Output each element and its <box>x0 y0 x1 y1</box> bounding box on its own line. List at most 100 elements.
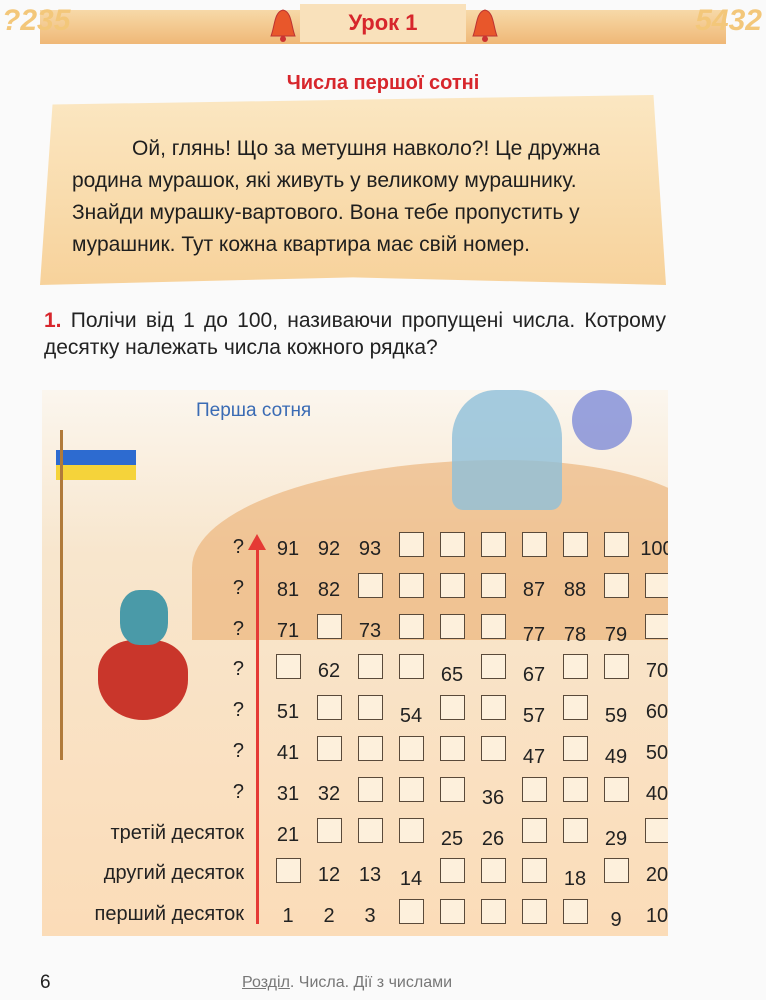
anthill <box>192 460 668 640</box>
grid-number: 92 <box>317 538 341 560</box>
empty-number-box[interactable] <box>399 817 424 843</box>
empty-number-box[interactable] <box>563 654 588 680</box>
empty-number-box[interactable] <box>358 776 383 802</box>
grid-number: 51 <box>276 701 300 724</box>
empty-number-box[interactable] <box>604 654 629 680</box>
intro-scroll: Ой, глянь! Що за метушня навколо?! Це др… <box>40 95 666 285</box>
page-number: 6 <box>40 972 51 993</box>
empty-number-box[interactable] <box>645 572 668 598</box>
empty-number-box[interactable] <box>563 776 588 802</box>
empty-number-box[interactable] <box>399 776 424 802</box>
empty-number-box[interactable] <box>522 858 547 884</box>
bell-icon <box>270 9 296 42</box>
empty-number-box[interactable] <box>645 817 668 843</box>
guard-ant <box>98 640 188 720</box>
empty-number-box[interactable] <box>481 899 506 925</box>
empty-number-box[interactable] <box>481 654 506 680</box>
empty-number-box[interactable] <box>604 572 629 598</box>
grid-number: 29 <box>604 827 628 850</box>
guard-ant-shirt <box>120 590 168 645</box>
grid-number: 14 <box>399 868 423 891</box>
empty-number-box[interactable] <box>440 532 465 557</box>
empty-number-box[interactable] <box>358 736 383 761</box>
empty-number-box[interactable] <box>604 776 629 802</box>
empty-number-box[interactable] <box>563 899 588 925</box>
empty-number-box[interactable] <box>481 613 506 639</box>
grid-number: 88 <box>563 578 587 601</box>
empty-number-box[interactable] <box>481 532 506 557</box>
empty-number-box[interactable] <box>563 736 588 761</box>
grid-number: 54 <box>399 705 423 728</box>
grid-number: 91 <box>276 538 300 560</box>
empty-number-box[interactable] <box>440 776 465 802</box>
row-label: ? <box>232 617 244 640</box>
row-label: третій десяток <box>110 821 244 844</box>
grid-number: 18 <box>563 868 587 891</box>
grid-number: 67 <box>522 664 546 687</box>
grid-number: 79 <box>604 623 628 646</box>
grid-number: 62 <box>317 660 341 683</box>
empty-number-box[interactable] <box>522 817 547 843</box>
section-title: . Числа. Дії з числами <box>289 974 453 991</box>
empty-number-box[interactable] <box>358 817 383 843</box>
empty-number-box[interactable] <box>317 817 342 843</box>
lesson-title: Урок 1 <box>300 4 466 42</box>
empty-number-box[interactable] <box>440 572 465 598</box>
empty-number-box[interactable] <box>317 695 342 721</box>
grid-number: 60 <box>645 701 668 724</box>
empty-number-box[interactable] <box>604 532 629 557</box>
empty-number-box[interactable] <box>522 899 547 925</box>
empty-number-box[interactable] <box>481 858 506 884</box>
empty-number-box[interactable] <box>563 695 588 721</box>
grid-number: 71 <box>276 619 300 642</box>
empty-number-box[interactable] <box>481 695 506 721</box>
grid-number: 70 <box>645 660 668 683</box>
grid-number: 13 <box>358 864 382 887</box>
empty-number-box[interactable] <box>399 736 424 761</box>
empty-number-box[interactable] <box>563 532 588 557</box>
lesson-subtitle: Числа першої сотні <box>286 72 480 94</box>
ukraine-flag <box>56 450 136 480</box>
grid-number: 100 <box>640 538 668 560</box>
empty-number-box[interactable] <box>358 695 383 721</box>
section-link: Розділ <box>242 974 290 991</box>
grid-number: 78 <box>563 623 587 646</box>
grid-number: 26 <box>481 827 505 850</box>
grid-number: 82 <box>317 578 341 601</box>
task-text: Полічи від 1 до 100, називаючи пропущені… <box>44 309 666 359</box>
empty-number-box[interactable] <box>604 858 629 884</box>
empty-number-box[interactable] <box>399 532 424 557</box>
empty-number-box[interactable] <box>440 613 465 639</box>
empty-number-box[interactable] <box>399 654 424 680</box>
empty-number-box[interactable] <box>317 613 342 639</box>
empty-number-box[interactable] <box>317 736 342 761</box>
bellflower <box>572 390 632 450</box>
empty-number-box[interactable] <box>358 572 383 598</box>
empty-number-box[interactable] <box>522 776 547 802</box>
ant-hill-illustration: Перша сотня ?919293100?81828788?71737778… <box>42 390 668 936</box>
row-label: ? <box>232 740 244 762</box>
empty-number-box[interactable] <box>563 817 588 843</box>
empty-number-box[interactable] <box>440 858 465 884</box>
empty-number-box[interactable] <box>645 613 668 639</box>
empty-number-box[interactable] <box>399 899 424 925</box>
empty-number-box[interactable] <box>481 736 506 761</box>
grid-number: 65 <box>440 664 464 687</box>
row-label: ? <box>232 699 244 722</box>
empty-number-box[interactable] <box>481 572 506 598</box>
grid-number: 77 <box>522 623 546 646</box>
grid-number: 12 <box>317 864 341 887</box>
row-label: ? <box>232 576 244 599</box>
row-label: перший десяток <box>94 903 244 926</box>
empty-number-box[interactable] <box>276 654 301 680</box>
empty-number-box[interactable] <box>399 572 424 598</box>
numbers-decoration: ?235 <box>2 4 71 37</box>
row-label: ? <box>232 536 244 558</box>
empty-number-box[interactable] <box>440 695 465 721</box>
empty-number-box[interactable] <box>276 858 301 884</box>
empty-number-box[interactable] <box>522 532 547 557</box>
empty-number-box[interactable] <box>399 613 424 639</box>
empty-number-box[interactable] <box>358 654 383 680</box>
empty-number-box[interactable] <box>440 899 465 925</box>
empty-number-box[interactable] <box>440 736 465 761</box>
